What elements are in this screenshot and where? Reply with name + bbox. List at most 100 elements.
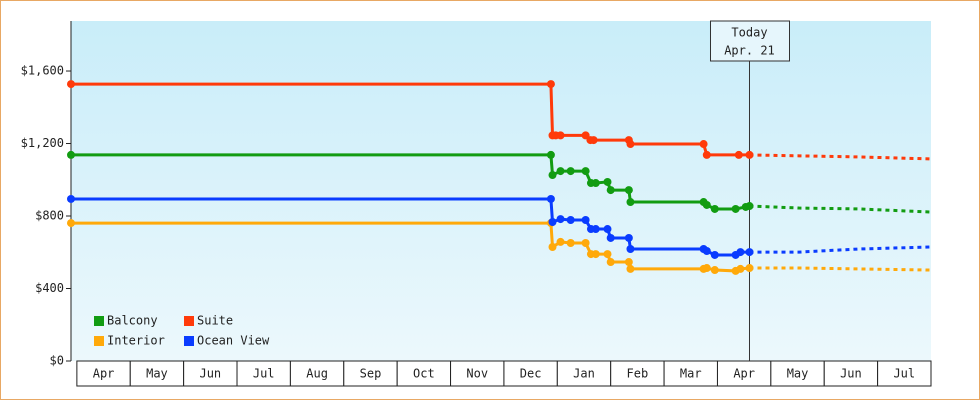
legend-swatch	[94, 336, 104, 346]
data-point	[626, 198, 635, 207]
data-point	[548, 171, 557, 180]
x-tick-label: Apr	[93, 367, 115, 381]
today-box	[709, 20, 790, 62]
month-cell	[76, 360, 131, 387]
x-tick-label: Jul	[893, 367, 915, 381]
x-tick-label: Jul	[253, 367, 275, 381]
data-point	[581, 215, 590, 224]
plot-area	[71, 21, 931, 361]
y-tick-label: $800	[35, 209, 64, 223]
month-cell	[396, 360, 452, 387]
data-point	[606, 258, 615, 267]
data-point	[606, 233, 615, 242]
forecast-line	[749, 266, 931, 272]
x-tick-label: Sep	[360, 367, 382, 381]
data-point	[546, 150, 555, 159]
data-point	[624, 186, 633, 195]
data-point	[67, 219, 75, 228]
data-point	[626, 140, 635, 149]
month-cell	[770, 360, 825, 387]
data-point	[624, 258, 633, 267]
x-tick-label: Aug	[306, 367, 328, 381]
legend-label: Interior	[107, 334, 165, 348]
x-tick-label: Jun	[840, 367, 862, 381]
data-point	[736, 264, 745, 273]
data-point	[745, 150, 754, 159]
legend-label: Suite	[197, 314, 233, 328]
data-point	[702, 200, 711, 209]
month-cell	[663, 360, 718, 387]
data-point	[556, 237, 565, 246]
data-point	[591, 179, 600, 188]
data-point	[710, 266, 719, 275]
data-point	[626, 244, 635, 253]
legend-label: Ocean View	[197, 334, 270, 348]
data-point	[548, 243, 557, 252]
data-point	[546, 194, 555, 203]
data-point	[745, 202, 754, 211]
legend-swatch	[184, 316, 194, 326]
data-point	[556, 167, 565, 176]
data-point	[745, 248, 754, 257]
data-point	[548, 217, 557, 226]
forecast-line	[749, 245, 931, 254]
data-point	[702, 150, 711, 159]
month-cell	[610, 360, 665, 387]
data-point	[603, 225, 612, 234]
x-tick-label: Jun	[199, 367, 221, 381]
data-point	[581, 239, 590, 248]
month-cell	[877, 360, 932, 387]
data-point	[67, 194, 75, 203]
legend-swatch	[94, 316, 104, 326]
x-tick-label: Mar	[680, 367, 702, 381]
data-point	[710, 250, 719, 259]
data-point	[702, 246, 711, 255]
today-label: Today	[731, 26, 767, 40]
x-tick-label: Dec	[520, 367, 542, 381]
month-cell	[236, 360, 291, 387]
data-point	[731, 204, 740, 213]
data-point	[581, 167, 590, 176]
data-point	[702, 264, 711, 273]
legend-label: Balcony	[107, 314, 158, 328]
x-tick-label: Oct	[413, 367, 435, 381]
data-point	[626, 264, 635, 273]
y-tick-label: $1,200	[21, 136, 64, 150]
data-point	[710, 204, 719, 213]
data-point	[699, 140, 708, 149]
data-point	[556, 131, 565, 140]
x-tick-label: Feb	[627, 367, 649, 381]
data-point	[591, 225, 600, 234]
data-point	[736, 248, 745, 257]
month-cell	[289, 360, 345, 387]
forecast-line	[749, 204, 931, 214]
data-point	[606, 186, 615, 195]
data-point	[566, 215, 575, 224]
data-point	[556, 215, 565, 224]
month-cell	[503, 360, 558, 387]
data-point	[603, 250, 612, 259]
data-point	[745, 264, 754, 273]
data-point	[603, 177, 612, 186]
x-tick-label: May	[787, 367, 809, 381]
data-point	[589, 136, 598, 145]
data-point	[734, 150, 743, 159]
data-point	[67, 150, 75, 159]
month-cell	[716, 360, 772, 387]
legend-swatch	[184, 336, 194, 346]
data-point	[624, 233, 633, 242]
month-cell	[556, 360, 612, 387]
x-tick-label: May	[146, 367, 168, 381]
month-cell	[450, 360, 505, 387]
y-tick-label: $400	[35, 281, 64, 295]
x-tick-label: Jan	[573, 367, 595, 381]
x-tick-label: Apr	[733, 367, 755, 381]
month-cell	[343, 360, 398, 387]
data-point	[591, 250, 600, 259]
data-point	[566, 167, 575, 176]
data-point	[546, 80, 555, 89]
data-point	[67, 80, 75, 89]
data-point	[566, 239, 575, 248]
today-label: Apr. 21	[724, 44, 775, 58]
